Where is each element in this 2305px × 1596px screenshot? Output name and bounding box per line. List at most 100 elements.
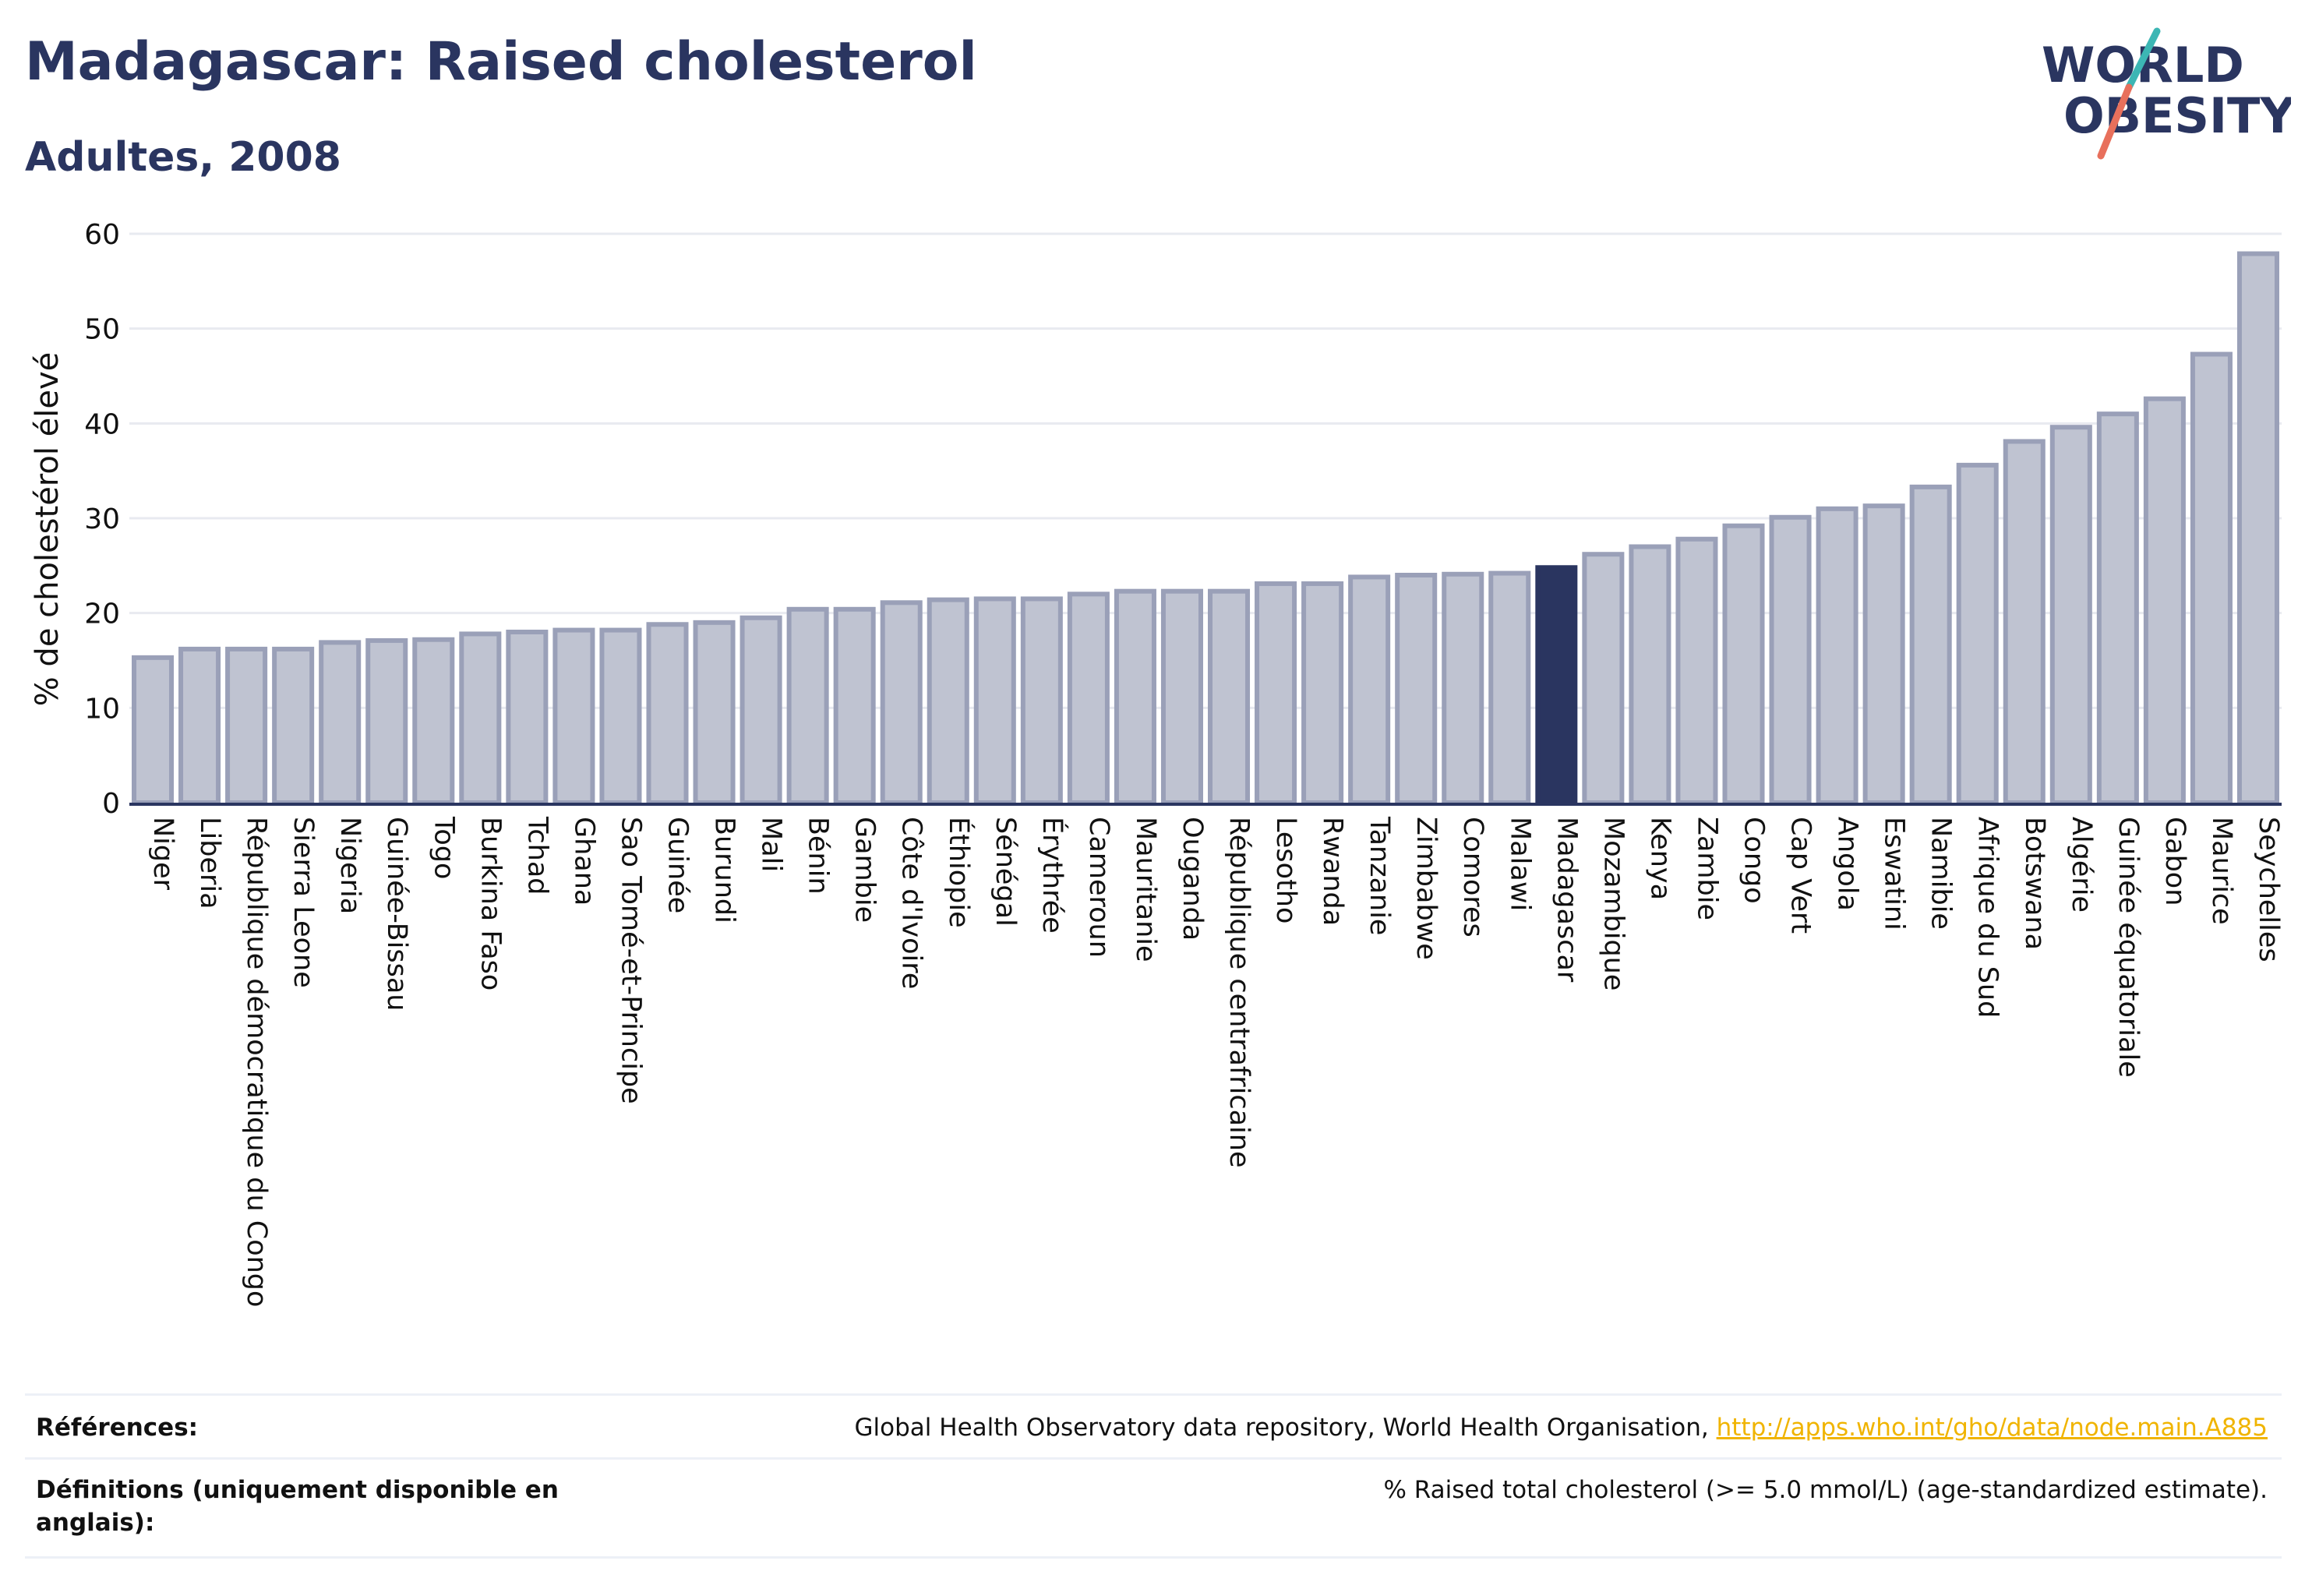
bar[interactable] [973,596,1016,806]
x-tick-label: Érythrée [1036,817,1069,934]
x-tick-label: Zambie [1691,817,1722,920]
bar[interactable] [225,646,268,806]
bar[interactable] [740,615,782,805]
bar[interactable] [412,637,455,805]
x-tick-label: Burkina Faso [475,817,506,990]
logo-line-2: OBESITY [2063,87,2291,144]
bar[interactable] [1816,506,1858,805]
bar[interactable] [1956,462,1999,805]
bar[interactable] [319,640,362,806]
bar[interactable] [2003,439,2046,805]
world-obesity-logo: WORLD OBESITY [2042,27,2291,160]
bar[interactable] [1067,591,1110,805]
x-tick-label: Seychelles [2253,817,2284,962]
x-tick-label: Namibie [1926,817,1957,930]
x-tick-label: République démocratique du Congo [241,817,272,1307]
bar[interactable] [1909,484,1952,805]
bar[interactable] [786,606,829,805]
bar[interactable] [2236,251,2279,805]
bar[interactable] [1442,571,1484,805]
bar[interactable] [1348,574,1391,806]
x-tick-label: Eswatini [1879,817,1910,930]
x-tick-label: Zimbabwe [1410,817,1442,960]
y-tick-label: 40 [84,408,120,440]
x-tick-label: Mauritanie [1130,817,1161,962]
x-tick-label: République centrafricaine [1223,817,1255,1168]
bar-chart: 0 10 20 30 40 50 60 Niger Liberia République dém… [30,219,2284,1307]
bar[interactable] [2096,411,2139,806]
bar[interactable] [272,646,315,806]
bar-highlight[interactable] [1535,565,1578,805]
y-axis-label: % de cholestérol élevé [30,352,65,707]
x-tick-label: Guinée équatoriale [2113,817,2144,1078]
bar[interactable] [1675,536,1718,805]
y-tick-label: 10 [84,693,120,725]
bar[interactable] [1255,581,1297,805]
bar[interactable] [1160,588,1203,806]
bar[interactable] [599,627,642,805]
bar[interactable] [693,620,736,805]
x-tick-label: Côte d'Ivoire [896,817,927,989]
definitions-row: Définitions (uniquement disponible en an… [25,1457,2282,1559]
x-tick-label: Sénégal [990,817,1021,927]
x-tick-label: Maurice [2206,817,2237,925]
x-tick-label: Kenya [1644,817,1675,900]
bar[interactable] [552,627,595,805]
bar[interactable] [178,646,221,806]
bar[interactable] [506,630,549,805]
definitions-value: % Raised total cholesterol (>= 5.0 mmol/… [1383,1476,2268,1504]
bar[interactable] [1395,573,1438,805]
bar[interactable] [1722,523,1765,805]
x-tick-label: Tchad [521,816,552,895]
bar[interactable] [833,606,876,805]
references-value: Global Health Observatory data repositor… [855,1411,2268,1444]
x-tick-label: Bénin [803,817,834,895]
bar[interactable] [927,597,969,806]
x-tick-label: Cap Vert [1785,817,1816,934]
x-tick-label: Botswana [2019,817,2050,950]
bar[interactable] [1582,552,1625,805]
logo-slash-teal [2125,27,2161,91]
bar[interactable] [880,600,923,805]
references-row: Références: Global Health Observatory da… [25,1393,2282,1460]
bar[interactable] [646,622,689,805]
bar[interactable] [1208,588,1251,806]
x-tick-label: Cameroun [1083,817,1114,958]
x-tick-label: Mozambique [1597,817,1629,990]
bar[interactable] [1488,570,1531,805]
bar[interactable] [1769,514,1812,805]
bar[interactable] [2143,396,2186,805]
y-tick-label: 30 [84,503,120,535]
bar[interactable] [1301,581,1344,805]
x-tick-label: Gambie [849,817,881,923]
bar[interactable] [459,631,502,806]
bar[interactable] [132,655,175,805]
bar[interactable] [365,637,408,806]
bar[interactable] [1114,588,1156,806]
bar[interactable] [2049,425,2092,805]
chart-subtitle: Adultes, 2008 [25,134,341,181]
y-tick-label: 60 [84,219,120,251]
bar[interactable] [2190,351,2233,805]
x-tick-label: Malawi [1504,817,1535,911]
references-source: Global Health Observatory data repositor… [854,1414,1717,1442]
y-tick-label: 20 [84,598,120,630]
bars [132,251,2279,806]
bar[interactable] [1629,544,1671,805]
definitions-label: Définitions (uniquement disponible en an… [36,1476,559,1537]
references-table: Références: Global Health Observatory da… [25,1393,2282,1559]
x-tick-label: Togo [428,816,459,879]
x-tick-label: Gabon [2159,817,2190,906]
x-tick-label: Mali [756,817,787,872]
references-link[interactable]: http://apps.who.int/gho/data/node.main.A… [1716,1414,2268,1442]
bar[interactable] [1862,503,1905,806]
x-tick-label: Niger [147,817,178,891]
y-tick-label: 0 [102,788,120,820]
x-tick-label: Liberia [194,817,225,909]
x-tick-label: Sierra Leone [288,817,319,988]
bar[interactable] [1020,596,1063,806]
x-tick-label: Éthiopie [943,817,976,928]
y-axis-ticks: 0 10 20 30 40 50 60 [84,219,120,820]
x-tick-label: Sao Tomé-et-Principe [615,817,646,1104]
x-tick-label: Congo [1738,817,1770,904]
